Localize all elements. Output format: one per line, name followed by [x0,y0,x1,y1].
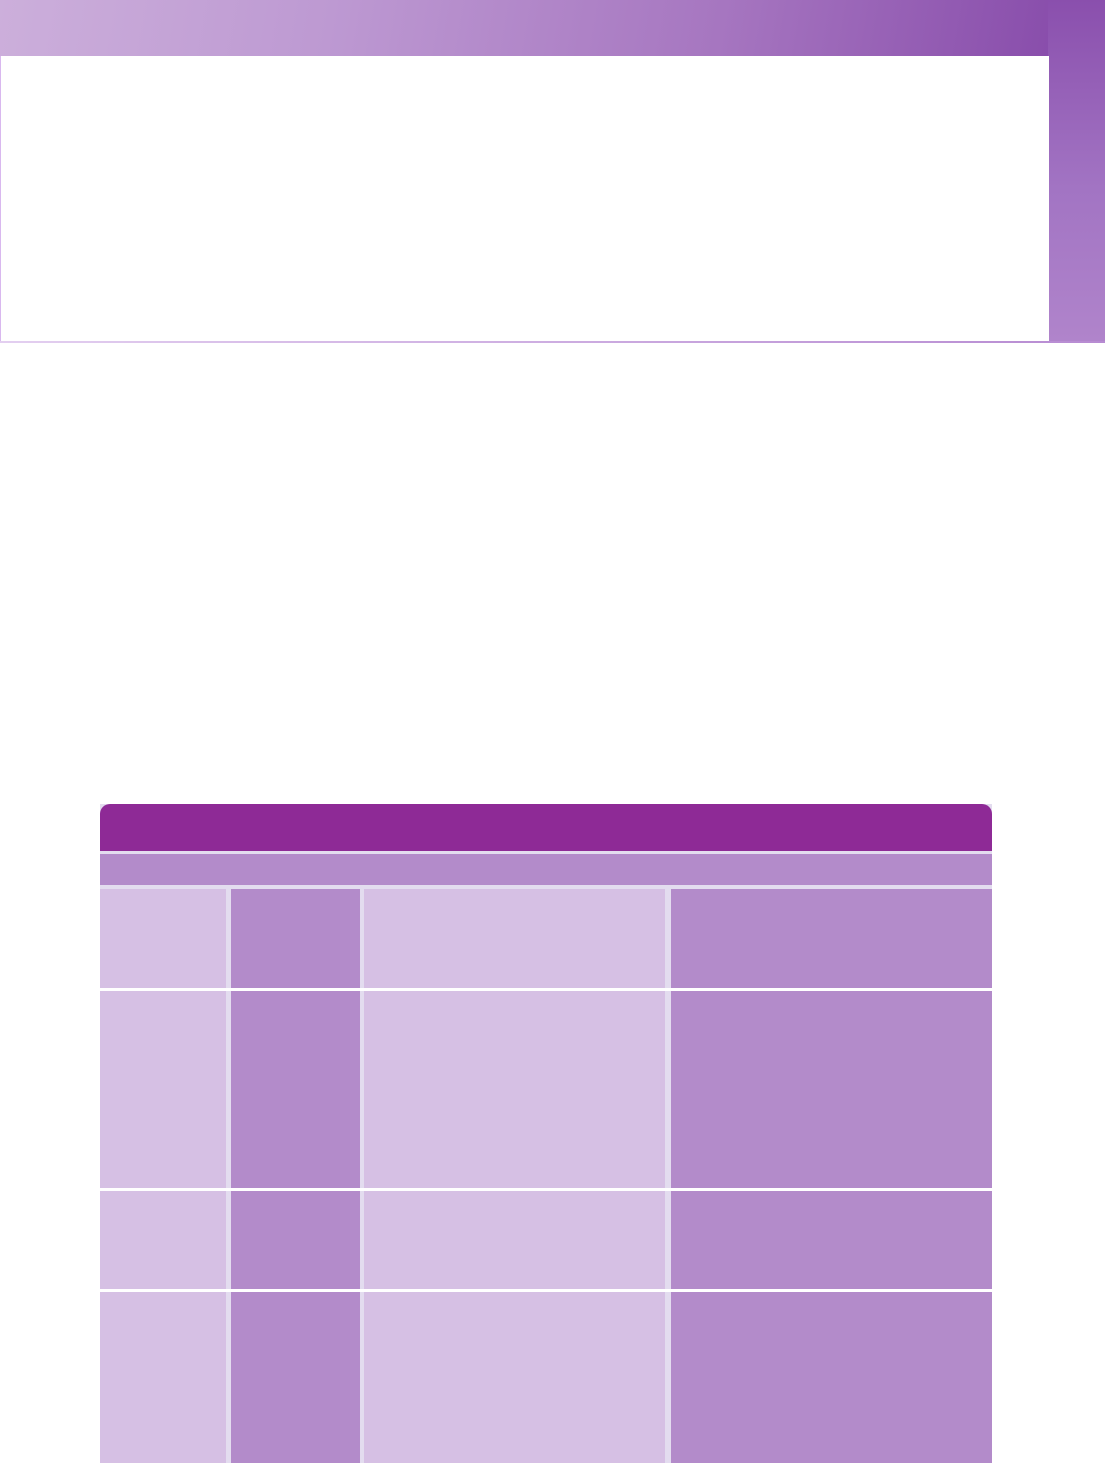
table-cell [231,1292,360,1463]
table-cell [671,1191,992,1289]
data-table [100,804,992,1463]
table-cell [231,889,360,988]
table-cell [100,1292,226,1463]
table-header [100,804,992,851]
table-cell [231,991,360,1188]
divider [0,341,1105,343]
row-separator [100,1188,992,1191]
table-cell [671,991,992,1188]
row-separator [100,988,992,991]
table-cell [671,889,992,988]
table-cell [671,1292,992,1463]
table-cell [231,1191,360,1289]
table-cell [364,889,665,988]
row-separator [100,1289,992,1292]
table-cell [100,1191,226,1289]
table-cell [364,1292,665,1463]
title-area [0,56,1049,341]
table-cell [364,991,665,1188]
header-banner-side [1048,0,1105,342]
table-cell [100,991,226,1188]
table-cell [364,1191,665,1289]
table-cell [100,889,226,988]
table-subheader [100,854,992,885]
header-banner-top [0,0,1105,56]
